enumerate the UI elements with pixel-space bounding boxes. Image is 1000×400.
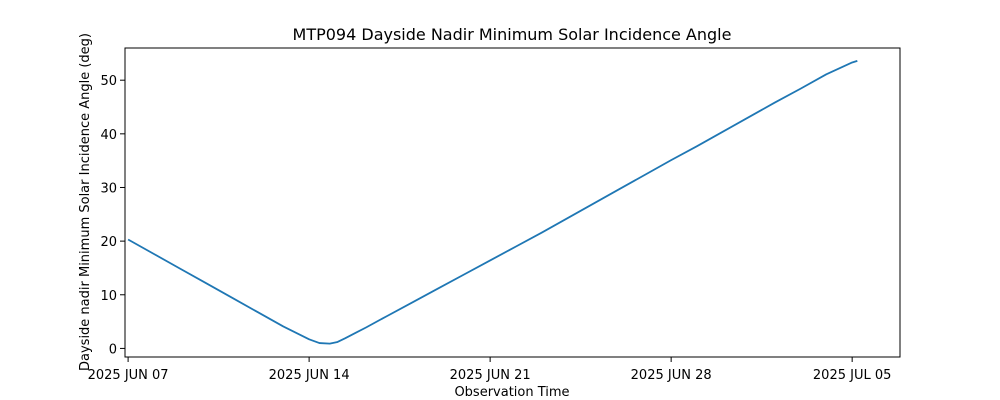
x-tick-label: 2025 JUN 21 <box>450 368 531 383</box>
x-axis: 2025 JUN 07 2025 JUN 14 2025 JUN 21 2025 JU… <box>88 357 891 383</box>
series-line <box>127 60 858 345</box>
y-tick-label: 30 <box>100 181 117 196</box>
y-tick-label: 50 <box>100 74 117 89</box>
x-tick-label: 2025 JUN 28 <box>631 368 712 383</box>
x-tick-label: 2025 JUN 14 <box>269 368 350 383</box>
y-axis: 0 10 20 30 40 50 <box>100 74 125 357</box>
x-tick-label: 2025 JUN 07 <box>88 368 169 383</box>
x-axis-title: Observation Time <box>454 385 569 400</box>
series-layer <box>127 60 858 345</box>
chart-title: MTP094 Dayside Nadir Minimum Solar Incid… <box>293 25 732 44</box>
y-tick-label: 20 <box>100 235 117 250</box>
y-tick-label: 10 <box>100 289 117 304</box>
plot-area <box>124 47 901 358</box>
y-axis-title: Dayside nadir Minimum Solar Incidence An… <box>78 33 93 371</box>
y-tick-label: 40 <box>100 128 117 143</box>
x-tick-label: 2025 JUL 05 <box>813 368 891 383</box>
plot-frame <box>124 47 901 358</box>
y-tick-label: 0 <box>109 342 117 357</box>
